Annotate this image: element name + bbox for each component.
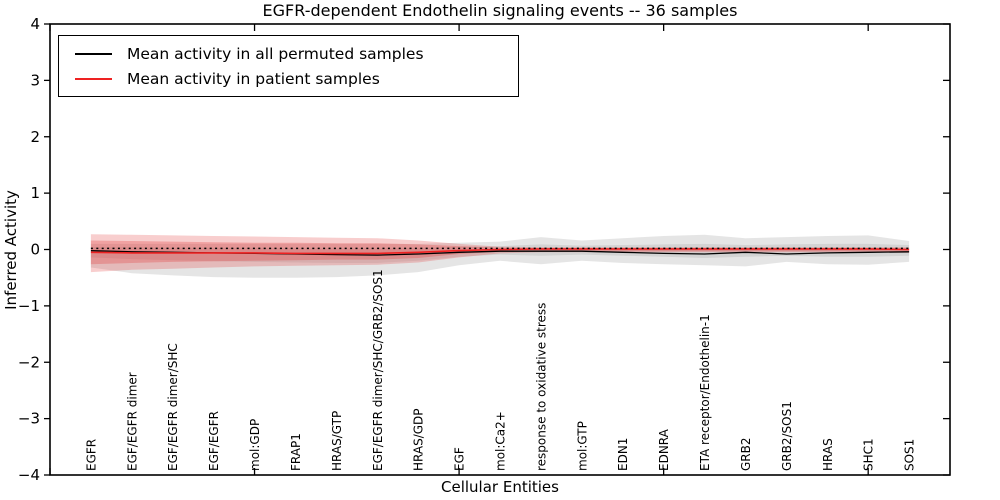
x-tick-label: GRB2 [739,437,753,471]
legend-label-permuted: Mean activity in all permuted samples [127,44,424,63]
plot-border [49,23,951,476]
x-tick-label: EGF/EGFR [207,411,221,471]
x-tick-label: FRAP1 [289,433,303,471]
permuted_band_outer [90,234,910,278]
x-tick-label: HRAS/GDP [412,408,426,471]
x-tick-label: HRAS [821,438,835,471]
x-tick-label: EDN1 [616,438,630,471]
y-tick-label: 3 [30,71,40,89]
x-tick-label: mol:GDP [248,419,262,471]
y-tick-label: −1 [18,297,40,315]
y-tick-label: 2 [30,128,40,146]
x-tick-label: SOS1 [903,439,917,471]
chart-title: EGFR-dependent Endothelin signaling even… [262,1,738,20]
y-tick-label: 1 [30,184,40,202]
x-tick-label: GRB2/SOS1 [780,401,794,471]
y-tick-label: 4 [30,15,40,33]
x-tick-label: EGFR [84,439,98,471]
x-tick-label: mol:Ca2+ [494,411,508,471]
x-axis-label: Cellular Entities [441,478,559,496]
patient_band_inner [90,240,910,265]
y-tick-label: −4 [18,466,40,484]
patient-line-swatch [75,77,112,80]
x-tick-label: HRAS/GTP [330,411,344,471]
x-tick-label: EGF/EGFR dimer/SHC/GRB2/SOS1 [371,269,385,471]
x-tick-label: EGF [453,447,467,471]
patient_band_outer [90,234,910,273]
y-tick-label: 0 [30,241,40,259]
x-tick-label: mol:GTP [575,421,589,471]
y-axis-label: Inferred Activity [2,190,20,310]
x-tick-label: SHC1 [862,438,876,471]
y-tick-label: −2 [18,353,40,371]
legend: Mean activity in all permuted samples Me… [58,35,519,97]
legend-item-permuted: Mean activity in all permuted samples [75,45,518,63]
x-tick-label: EDNRA [657,428,671,471]
x-tick-label: EGF/EGFR dimer [125,372,139,471]
x-tick-label: EGF/EGFR dimer/SHC [166,343,180,471]
x-tick-label: ETA receptor/Endothelin-1 [698,314,712,471]
legend-label-patient: Mean activity in patient samples [127,69,380,88]
x-tick-label: response to oxidative stress [534,303,548,471]
legend-item-patient: Mean activity in patient samples [75,70,518,88]
y-tick-label: −3 [18,410,40,428]
permuted-line-swatch [75,52,112,55]
